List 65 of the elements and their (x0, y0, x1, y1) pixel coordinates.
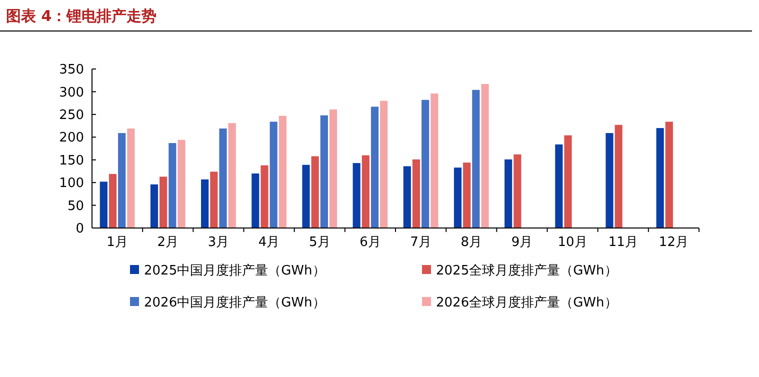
y-tick-label: 0 (76, 222, 84, 237)
bar (210, 172, 218, 228)
bar (403, 166, 411, 228)
y-tick-label: 150 (59, 153, 84, 168)
bar (178, 140, 186, 228)
x-tick-label: 12月 (658, 235, 688, 250)
x-tick-label: 10月 (558, 235, 588, 250)
bar (201, 179, 209, 228)
x-tick-label: 8月 (460, 235, 482, 250)
bar (362, 155, 370, 228)
bar (481, 84, 489, 228)
bar (665, 122, 673, 228)
bar (100, 182, 108, 228)
bar (160, 176, 168, 228)
bar (320, 115, 328, 228)
x-tick-label: 3月 (208, 235, 230, 250)
bar (514, 154, 522, 228)
bar (168, 143, 176, 228)
bar (108, 174, 117, 228)
bar (118, 133, 126, 228)
bar (352, 163, 360, 228)
legend-label: 2025中国月度排产量（GWh） (144, 262, 326, 279)
bar (329, 109, 338, 228)
chart-title: 图表 4：锂电排产走势 (6, 7, 157, 25)
bar (228, 123, 236, 228)
bar (430, 94, 438, 228)
bar (422, 100, 430, 228)
x-tick-label: 9月 (511, 235, 533, 250)
bar (252, 173, 260, 228)
bar (380, 100, 388, 228)
y-tick-label: 300 (59, 85, 84, 100)
y-tick-label: 350 (59, 62, 84, 78)
x-tick-label: 11月 (608, 235, 638, 250)
bar (311, 156, 319, 228)
bar (219, 128, 227, 228)
bar (150, 184, 158, 228)
bar (412, 159, 420, 228)
x-tick-label: 5月 (308, 235, 330, 250)
y-tick-label: 250 (59, 108, 84, 123)
x-tick-label: 1月 (106, 235, 128, 250)
bar (270, 122, 278, 228)
bar (564, 135, 572, 228)
y-tick-label: 50 (67, 198, 84, 214)
legend-label: 2026中国月度排产量（GWh） (144, 294, 326, 311)
bar (302, 164, 310, 228)
bar (454, 168, 462, 228)
y-tick-label: 100 (59, 176, 84, 192)
x-tick-label: 4月 (258, 235, 280, 250)
bar (260, 165, 268, 228)
bar (472, 90, 480, 228)
x-tick-label: 6月 (360, 235, 381, 250)
x-tick-label: 7月 (410, 235, 432, 250)
bar (127, 128, 135, 228)
bar (606, 133, 614, 228)
legend-label: 2025全球月度排产量（GWh） (436, 262, 618, 279)
bar (278, 116, 286, 228)
bar (463, 162, 471, 228)
bar (370, 106, 379, 228)
x-tick-label: 2月 (157, 235, 179, 250)
bar (504, 159, 512, 228)
bar (656, 128, 664, 228)
bar (614, 124, 622, 228)
bar (555, 144, 563, 228)
legend-label: 2026全球月度排产量（GWh） (436, 294, 618, 311)
y-tick-label: 200 (59, 130, 84, 146)
